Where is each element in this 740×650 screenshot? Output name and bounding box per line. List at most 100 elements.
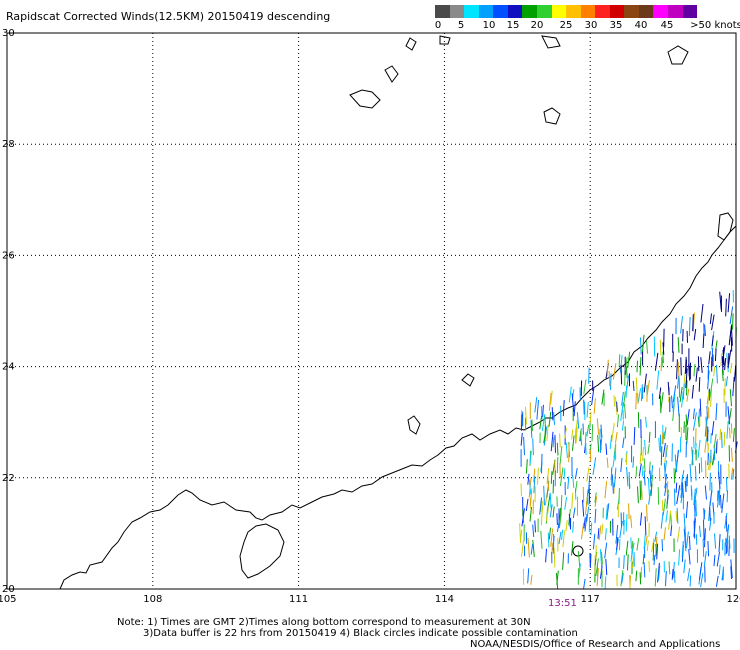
colorbar-label: 45 [660,20,674,31]
wind-vector [646,540,649,552]
wind-vector [593,398,596,414]
wind-vector [715,403,718,421]
wind-vector [620,458,623,473]
wind-vector [625,540,629,556]
wind-vector [729,389,732,407]
wind-vector [671,395,673,409]
wind-vector [584,514,588,532]
wind-vector [693,487,698,505]
lake-outline [667,45,689,65]
lake-outline [349,89,381,109]
wind-vector [525,498,529,511]
wind-vector [612,363,617,380]
colorbar-label: 10 [482,20,496,31]
wind-vector [623,391,626,407]
wind-vector [599,549,603,567]
wind-vector [700,357,703,373]
wind-vector [527,568,530,584]
wind-vector [708,501,711,521]
wind-vector [630,515,633,528]
wind-vector [611,423,615,442]
wind-vector [645,416,647,428]
wind-vector [660,356,663,372]
wind-vector [591,424,594,442]
wind-vector [592,533,596,550]
wind-vector [556,513,558,526]
wind-vector [629,575,631,589]
wind-vector [625,366,628,378]
wind-vector [643,373,647,393]
mainland-coast [59,225,737,590]
colorbar-swatch [624,5,639,18]
wind-vector [694,504,697,516]
wind-vector [694,466,697,481]
colorbar-swatch [493,5,508,18]
wind-vector [675,482,678,493]
wind-vector [718,471,721,489]
wind-vector [562,400,565,417]
wind-vector [707,370,710,390]
wind-vector [532,438,534,456]
colorbar-swatch [464,5,479,18]
wind-vector [552,437,555,448]
wind-vector [713,554,716,567]
wind-vector [689,463,692,483]
wind-vector [606,457,609,468]
wind-vector [529,488,533,506]
wind-vector [709,506,711,521]
wind-vector [720,494,722,509]
wind-vector [620,364,623,385]
hainan-island [239,523,285,579]
wind-vector [692,408,695,420]
wind-vector [571,393,575,412]
wind-vector [632,556,634,569]
colorbar-label: 30 [584,20,598,31]
wind-vector [664,483,667,496]
lat-label: 30 [2,28,15,39]
wind-vector [730,447,733,462]
wind-vector [533,468,536,483]
wind-vector [678,549,681,566]
wind-vector [682,383,685,400]
wind-vector [596,418,600,435]
wind-vector [583,578,586,589]
wind-vector [637,486,639,504]
wind-vector [711,421,715,436]
wind-vector [704,419,708,437]
wind-vector [683,373,686,384]
wind-vector [726,477,728,492]
wind-vector [656,370,660,390]
wind-vector [628,471,631,490]
wind-vector [691,384,694,399]
wind-vector [659,339,662,356]
wind-vector [704,528,706,548]
wind-vector [728,535,731,549]
wind-vector [644,439,647,456]
wind-vector [672,561,675,578]
wind-vector [620,570,624,587]
wind-vector [553,548,556,568]
wind-vector [605,504,608,520]
wind-speed-colorbar [435,5,698,18]
wind-vector [688,316,691,337]
colorbar-label: 0 [434,20,442,31]
wind-vector [656,543,659,560]
wind-vector [545,508,549,521]
wind-vector [599,565,603,579]
pass-time: 13:51 [548,598,577,609]
wind-vector [608,370,611,387]
wind-vector [540,530,543,549]
wind-vector [597,528,600,539]
wind-vector [691,446,694,465]
northeast-islands [717,212,734,241]
lon-label: 114 [435,594,454,605]
wind-vector [529,506,532,522]
wind-vector [642,446,644,461]
wind-vector [660,511,664,529]
wind-vector [574,481,578,493]
wind-vector [632,380,635,392]
wind-vector [730,559,733,579]
wind-vector [609,434,613,450]
lon-label: 108 [143,594,162,605]
